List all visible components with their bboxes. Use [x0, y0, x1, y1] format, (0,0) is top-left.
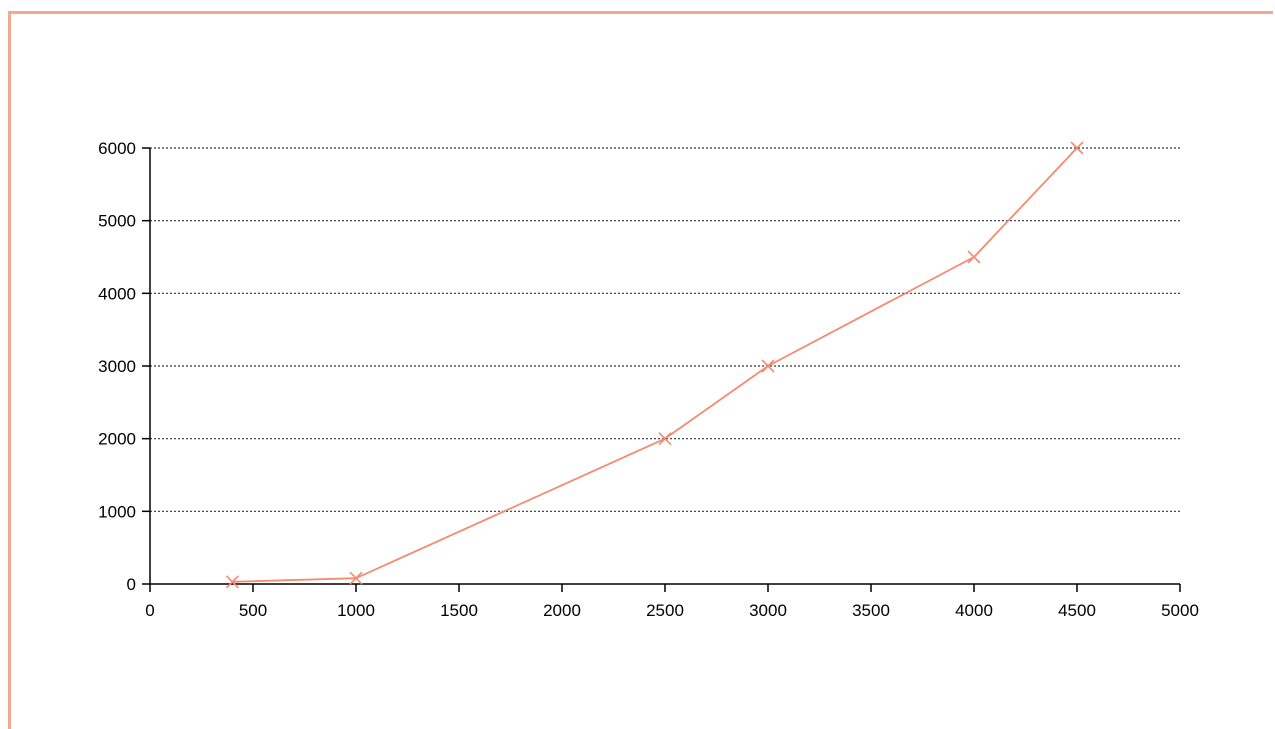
x-tick-label-3500: 3500 — [852, 601, 890, 620]
axes: 0 1000 2000 3000 4000 5000 6000 0 500 1000 1500 200… — [98, 139, 1199, 620]
point-marker-stroke — [1070, 141, 1084, 155]
x-tick-label-5000: 5000 — [1161, 601, 1199, 620]
point-marker-stroke — [658, 432, 672, 446]
x-tick-label-0: 0 — [145, 601, 154, 620]
x-tick-label-500: 500 — [239, 601, 267, 620]
data-point-5 — [1070, 141, 1084, 155]
x-tick-label-4000: 4000 — [955, 601, 993, 620]
data-point-0 — [225, 575, 239, 589]
x-tick-label-4500: 4500 — [1058, 601, 1096, 620]
y-tick-label-1000: 1000 — [98, 502, 136, 521]
point-marker-stroke — [761, 359, 775, 373]
data-series — [225, 141, 1084, 589]
series-line-0 — [232, 147, 1078, 583]
x-tick-label-1000: 1000 — [337, 601, 375, 620]
point-marker-stroke — [225, 575, 239, 589]
x-tick-label-2000: 2000 — [543, 601, 581, 620]
point-marker-stroke — [967, 250, 981, 264]
x-tick-label-3000: 3000 — [749, 601, 787, 620]
data-point-3 — [761, 359, 775, 373]
y-tick-label-3000: 3000 — [98, 357, 136, 376]
y-tick-label-6000: 6000 — [98, 139, 136, 158]
x-tick-label-2500: 2500 — [646, 601, 684, 620]
y-tick-label-2000: 2000 — [98, 430, 136, 449]
x-tick-label-1500: 1500 — [440, 601, 478, 620]
data-point-1 — [349, 571, 363, 585]
data-point-2 — [658, 432, 672, 446]
point-marker-stroke — [349, 571, 363, 585]
y-tick-label-0: 0 — [127, 575, 136, 594]
chart-frame — [8, 11, 1273, 729]
y-tick-label-4000: 4000 — [98, 284, 136, 303]
data-point-4 — [967, 250, 981, 264]
y-tick-label-5000: 5000 — [98, 212, 136, 231]
